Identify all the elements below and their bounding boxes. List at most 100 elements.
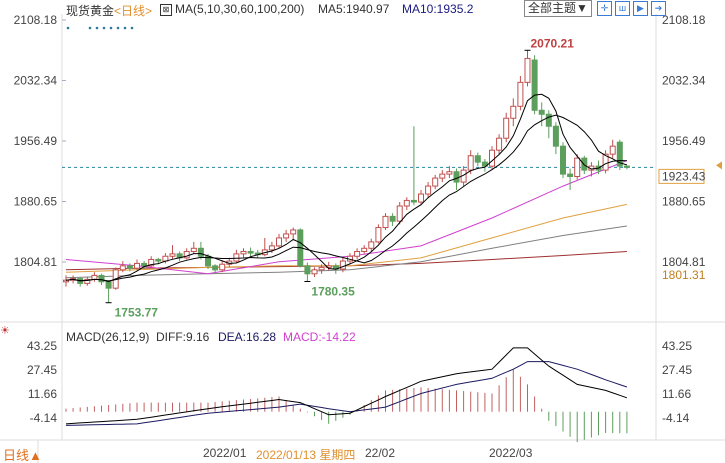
macd-label: MACD(26,12,9) (66, 330, 150, 344)
date-tick-2022-01: 2022/01 (203, 446, 247, 460)
macd-dea: DEA:16.28 (218, 330, 277, 344)
event-marker-dot (95, 26, 99, 30)
candle-body (418, 193, 424, 203)
price-tick-right: 1956.49 (662, 134, 706, 148)
candle-body (453, 171, 460, 183)
candle-body (148, 258, 155, 267)
candle-body (567, 173, 574, 177)
play-icon[interactable]: ▶ (633, 1, 648, 16)
candle-body (91, 274, 98, 280)
macd-value: MACD:-14.22 (283, 330, 356, 344)
candle-body (240, 250, 247, 255)
macd-tick-left: 27.45 (27, 363, 57, 377)
candle-icon[interactable]: ш (615, 1, 630, 16)
price-tick-left: 2108.18 (14, 13, 58, 27)
diff-line (65, 347, 628, 425)
macd-diff: DIFF:9.16 (156, 330, 210, 344)
candle-body (247, 250, 254, 254)
candle-body (268, 245, 275, 251)
instrument-name: 现货黄金 (66, 4, 115, 18)
price-tick-right: 2032.34 (662, 73, 706, 87)
candle-body (432, 177, 439, 187)
dea-line (65, 361, 628, 426)
price-tick-left: 1804.81 (14, 255, 58, 269)
last-price-arrow-icon (716, 161, 722, 170)
candle-body (354, 250, 361, 257)
price-tick-left: 1956.49 (14, 134, 58, 148)
candle-body (126, 265, 133, 269)
candle-body (276, 237, 282, 247)
low-annotation-2: 1780.35 (311, 285, 355, 299)
event-marker-dot (130, 26, 134, 30)
ma-label: MA(5,10,30,60,100,200) (175, 2, 305, 16)
event-marker-dot (116, 26, 120, 30)
candle-body (105, 281, 112, 289)
candle-body (290, 229, 297, 235)
high-annotation: 2070.21 (531, 36, 575, 50)
candle-body (311, 269, 318, 275)
event-marker-dot (109, 26, 113, 30)
last-price-box (658, 168, 705, 184)
indicator-settings-icon[interactable]: ⊠ (160, 4, 172, 16)
date-tick-2022-03: 2022/03 (489, 446, 533, 460)
price-tick-left: 1880.65 (14, 195, 58, 209)
price-tick-left: 2032.34 (14, 73, 58, 87)
candle-body (481, 161, 488, 167)
price-tick-right: 1804.81 (662, 255, 706, 269)
macd-tick-right: 11.66 (662, 387, 691, 401)
candle-body (538, 109, 545, 115)
candle-body (467, 155, 474, 171)
crosshair-icon[interactable]: ✛ (597, 1, 612, 16)
candle-body (609, 145, 616, 155)
date-tick-22-02: 22/02 (365, 446, 396, 460)
cursor-date: 2022/01/13 星期四 (256, 448, 356, 462)
candle-body (531, 59, 538, 111)
candle-body (439, 173, 446, 179)
price-tick-right: 2108.18 (662, 13, 706, 27)
price-tick-right: 1880.65 (662, 195, 706, 209)
candle-body (410, 199, 417, 203)
low-annotation-1: 1753.77 (115, 306, 159, 320)
macd-tick-left: -4.14 (30, 411, 58, 425)
event-marker-dot (123, 26, 127, 30)
candle-body (141, 262, 148, 267)
ma10-value: MA10:1935.2 (402, 2, 474, 16)
candle-body (403, 199, 410, 207)
candle-body (524, 57, 531, 83)
candle-body (119, 265, 126, 271)
candle-body (389, 215, 396, 222)
macd-tick-left: 11.66 (28, 387, 57, 401)
exit-icon[interactable]: ➔ (651, 1, 666, 16)
event-marker-dot (88, 26, 92, 30)
candle-body (368, 241, 375, 249)
macd-tick-left: 43.25 (27, 339, 57, 353)
candle-body (489, 149, 495, 167)
candle-body (623, 165, 630, 168)
candle-body (382, 215, 389, 229)
candle-body (233, 253, 240, 262)
period-toggle-button[interactable]: 日线▲ (3, 448, 42, 463)
macd-tick-right: -4.14 (662, 411, 690, 425)
candle-body (446, 171, 453, 175)
period-label[interactable]: <日线> (114, 4, 153, 18)
candle-body (304, 265, 311, 275)
candle-body (84, 278, 91, 284)
candle-body (134, 262, 140, 269)
candle-body (183, 250, 190, 259)
candle-body (219, 263, 226, 271)
theme-dropdown[interactable]: 全部主题▼ (524, 0, 592, 17)
candle-body (283, 233, 290, 239)
candle-body (155, 258, 162, 262)
candle-body (396, 205, 403, 222)
ma5-line (65, 93, 627, 283)
candle-body (574, 157, 581, 177)
candle-body (197, 247, 204, 257)
candle-body (190, 247, 197, 252)
sun-icon[interactable]: ☀ (0, 325, 10, 337)
macd-tick-right: 43.25 (662, 339, 692, 353)
candle-body (212, 265, 219, 271)
ma10-line (65, 114, 628, 282)
event-marker-dot (66, 26, 70, 30)
